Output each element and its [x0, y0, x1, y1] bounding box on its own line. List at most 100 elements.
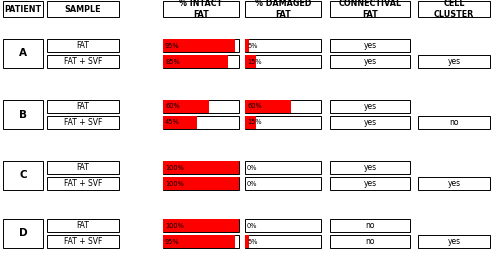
FancyBboxPatch shape	[330, 235, 410, 248]
FancyBboxPatch shape	[47, 177, 119, 190]
Text: 0%: 0%	[247, 180, 257, 187]
FancyBboxPatch shape	[245, 177, 321, 190]
Text: yes: yes	[364, 163, 376, 172]
FancyBboxPatch shape	[3, 100, 43, 129]
Text: FAT: FAT	[76, 163, 89, 172]
Text: yes: yes	[364, 57, 376, 66]
FancyBboxPatch shape	[418, 55, 490, 68]
Text: FAT: FAT	[76, 221, 89, 230]
Text: 0%: 0%	[247, 222, 257, 229]
FancyBboxPatch shape	[3, 39, 43, 68]
Text: yes: yes	[447, 57, 461, 66]
Text: yes: yes	[364, 179, 376, 188]
Text: 15%: 15%	[247, 58, 261, 65]
FancyBboxPatch shape	[245, 116, 321, 129]
Text: 100%: 100%	[165, 164, 184, 171]
FancyBboxPatch shape	[245, 1, 321, 17]
Text: 5%: 5%	[247, 42, 257, 49]
FancyBboxPatch shape	[245, 235, 249, 248]
FancyBboxPatch shape	[330, 1, 410, 17]
FancyBboxPatch shape	[163, 39, 235, 52]
Text: FAT + SVF: FAT + SVF	[64, 237, 102, 246]
Text: FAT + SVF: FAT + SVF	[64, 118, 102, 127]
FancyBboxPatch shape	[245, 100, 321, 113]
FancyBboxPatch shape	[245, 39, 249, 52]
Text: FAT: FAT	[76, 102, 89, 111]
Text: 5%: 5%	[247, 238, 257, 245]
FancyBboxPatch shape	[163, 1, 239, 17]
FancyBboxPatch shape	[3, 161, 43, 190]
FancyBboxPatch shape	[163, 219, 239, 232]
FancyBboxPatch shape	[245, 161, 321, 174]
Text: no: no	[449, 118, 459, 127]
Text: yes: yes	[364, 102, 376, 111]
Text: FAT + SVF: FAT + SVF	[64, 57, 102, 66]
Text: D: D	[19, 229, 27, 238]
Text: 100%: 100%	[165, 222, 184, 229]
FancyBboxPatch shape	[330, 116, 410, 129]
FancyBboxPatch shape	[3, 1, 43, 17]
FancyBboxPatch shape	[245, 219, 321, 232]
FancyBboxPatch shape	[418, 1, 490, 17]
Text: % DAMAGED
FAT: % DAMAGED FAT	[255, 0, 311, 19]
Text: PATIENT: PATIENT	[4, 5, 42, 14]
FancyBboxPatch shape	[418, 177, 490, 190]
Text: yes: yes	[447, 179, 461, 188]
FancyBboxPatch shape	[163, 161, 239, 174]
Text: 15%: 15%	[247, 120, 261, 125]
FancyBboxPatch shape	[47, 116, 119, 129]
FancyBboxPatch shape	[47, 235, 119, 248]
FancyBboxPatch shape	[47, 39, 119, 52]
FancyBboxPatch shape	[330, 39, 410, 52]
FancyBboxPatch shape	[330, 177, 410, 190]
FancyBboxPatch shape	[163, 235, 239, 248]
Text: 45%: 45%	[165, 120, 180, 125]
FancyBboxPatch shape	[418, 116, 490, 129]
Text: 0%: 0%	[247, 164, 257, 171]
FancyBboxPatch shape	[330, 219, 410, 232]
FancyBboxPatch shape	[163, 55, 239, 68]
FancyBboxPatch shape	[330, 55, 410, 68]
FancyBboxPatch shape	[245, 235, 321, 248]
FancyBboxPatch shape	[245, 116, 256, 129]
FancyBboxPatch shape	[163, 39, 239, 52]
FancyBboxPatch shape	[163, 116, 197, 129]
Text: no: no	[365, 221, 375, 230]
Text: yes: yes	[364, 118, 376, 127]
Text: 60%: 60%	[165, 104, 180, 109]
FancyBboxPatch shape	[245, 55, 321, 68]
FancyBboxPatch shape	[163, 235, 235, 248]
FancyBboxPatch shape	[245, 39, 321, 52]
Text: 100%: 100%	[165, 180, 184, 187]
Text: % INTACT
FAT: % INTACT FAT	[180, 0, 223, 19]
Text: C: C	[19, 171, 27, 180]
Text: A: A	[19, 49, 27, 58]
Text: 95%: 95%	[165, 42, 180, 49]
Text: yes: yes	[447, 237, 461, 246]
FancyBboxPatch shape	[47, 219, 119, 232]
FancyBboxPatch shape	[163, 116, 239, 129]
Text: B: B	[19, 109, 27, 120]
FancyBboxPatch shape	[163, 100, 209, 113]
FancyBboxPatch shape	[3, 219, 43, 248]
Text: CONNECTIVAL
FAT: CONNECTIVAL FAT	[338, 0, 402, 19]
Text: FAT + SVF: FAT + SVF	[64, 179, 102, 188]
FancyBboxPatch shape	[330, 100, 410, 113]
FancyBboxPatch shape	[163, 161, 239, 174]
FancyBboxPatch shape	[418, 235, 490, 248]
Text: yes: yes	[364, 41, 376, 50]
Text: 60%: 60%	[247, 104, 262, 109]
Text: CELL
CLUSTER: CELL CLUSTER	[434, 0, 474, 19]
FancyBboxPatch shape	[330, 161, 410, 174]
FancyBboxPatch shape	[47, 1, 119, 17]
FancyBboxPatch shape	[245, 100, 291, 113]
FancyBboxPatch shape	[163, 55, 228, 68]
FancyBboxPatch shape	[163, 219, 239, 232]
Text: no: no	[365, 237, 375, 246]
FancyBboxPatch shape	[163, 177, 239, 190]
FancyBboxPatch shape	[245, 55, 256, 68]
Text: 95%: 95%	[165, 238, 180, 245]
FancyBboxPatch shape	[163, 100, 239, 113]
Text: SAMPLE: SAMPLE	[65, 5, 101, 14]
FancyBboxPatch shape	[163, 177, 239, 190]
